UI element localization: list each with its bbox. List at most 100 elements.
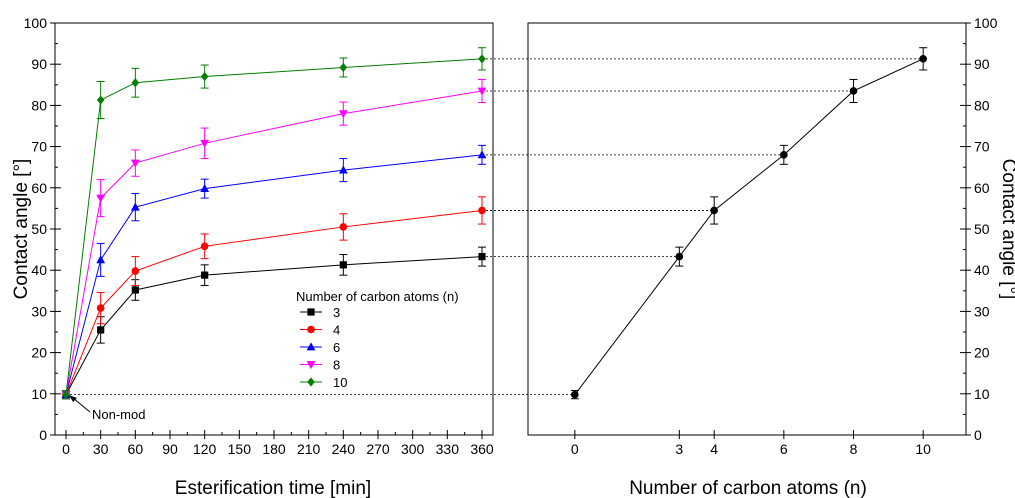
data-point <box>200 242 209 251</box>
legend-label-8: 8 <box>333 358 340 373</box>
series-line <box>65 256 483 395</box>
data-point <box>97 326 105 334</box>
left-y-tick-label: 30 <box>31 303 47 319</box>
series-6-carbon-atoms <box>61 144 487 400</box>
right-plot-frame <box>527 22 967 436</box>
right-x-tick-label: 4 <box>710 441 718 457</box>
annotation-arrow-head <box>69 395 77 402</box>
data-point <box>478 54 486 64</box>
data-point <box>338 165 348 174</box>
carbon-atoms-series-line <box>574 58 924 395</box>
left-chart-panel: 0 30 60 90 120 150 180 210 240 270 300 330 360010203… <box>11 15 494 498</box>
data-point <box>131 286 139 294</box>
data-point <box>339 223 348 231</box>
right-y-tick-label: 70 <box>974 139 990 155</box>
left-x-tick-label: 90 <box>162 441 178 457</box>
right-series-group <box>570 47 928 400</box>
legend-marker-3 <box>307 308 315 316</box>
legend-label-10: 10 <box>333 375 347 390</box>
right-y-tick-label: 100 <box>974 15 998 31</box>
series-line <box>65 209 483 395</box>
left-x-tick-label: 300 <box>401 441 425 457</box>
left-x-tick-label: 240 <box>332 441 356 457</box>
data-point <box>339 261 347 269</box>
left-x-tick-label: 60 <box>128 441 144 457</box>
non-mod-annotation: Non-mod <box>69 395 145 422</box>
data-point <box>201 271 209 279</box>
data-point <box>131 78 140 88</box>
data-point <box>130 159 140 168</box>
left-y-tick-label: 70 <box>31 139 47 155</box>
right-y-tick-label: 10 <box>974 386 990 402</box>
data-point <box>62 390 70 400</box>
legend: Number of carbon atoms (n) 3 4 6 8 10 <box>296 289 459 390</box>
dotted-connector-lines <box>66 58 924 396</box>
legend-marker-4 <box>307 325 315 334</box>
data-point <box>780 151 788 159</box>
series-line <box>65 154 483 395</box>
data-point <box>919 55 927 63</box>
left-x-tick-label: 120 <box>193 441 217 457</box>
right-x-tick-label: 6 <box>780 441 788 457</box>
data-point <box>200 184 210 193</box>
series-line <box>65 58 483 395</box>
series-10-carbon-atoms <box>62 47 486 400</box>
right-x-tick-label: 10 <box>915 441 931 457</box>
left-x-tick-label: 150 <box>228 441 252 457</box>
data-point <box>675 252 684 261</box>
legend-label-6: 6 <box>333 340 340 355</box>
left-y-tick-label: 40 <box>31 262 47 278</box>
left-x-tick-label: 360 <box>470 441 494 457</box>
right-y-tick-label: 50 <box>974 221 990 237</box>
right-x-tick-label: 3 <box>675 441 683 457</box>
annotation-arrow-shaft <box>72 397 91 413</box>
series-3-carbon-atoms <box>62 246 486 400</box>
right-y-tick-label: 40 <box>974 262 990 278</box>
data-point <box>200 71 209 82</box>
right-y-tick-label: 80 <box>974 97 990 113</box>
data-point <box>200 139 210 148</box>
right-y-tick-label: 90 <box>974 56 990 72</box>
right-x-tick-label: 8 <box>850 441 858 457</box>
series-8-carbon-atoms <box>61 78 487 400</box>
left-y-tick-label: 0 <box>39 427 47 443</box>
data-point <box>477 87 487 96</box>
left-x-tick-label: 210 <box>297 441 321 457</box>
legend-marker-6 <box>306 342 316 351</box>
left-x-tick-label: 0 <box>62 441 70 457</box>
legend-title: Number of carbon atoms (n) <box>296 289 459 304</box>
data-point <box>96 304 105 312</box>
data-point <box>710 206 718 215</box>
right-y-tick-label: 0 <box>974 427 982 443</box>
legend-label-4: 4 <box>333 323 340 338</box>
data-point <box>131 267 140 275</box>
right-y-axis-title: Contact angle [°] <box>998 159 1015 300</box>
series-line <box>65 90 483 395</box>
legend-label-3: 3 <box>333 305 340 320</box>
data-point <box>96 95 105 105</box>
left-y-axis-title: Contact angle [°] <box>11 159 32 300</box>
left-y-tick-label: 100 <box>24 15 48 31</box>
non-mod-label: Non-mod <box>92 407 145 422</box>
right-x-tick-label: 0 <box>571 441 579 457</box>
data-point <box>849 87 858 95</box>
data-point <box>478 206 486 215</box>
left-x-tick-label: 270 <box>366 441 390 457</box>
data-point <box>96 194 106 203</box>
data-point <box>96 255 106 264</box>
left-y-tick-label: 60 <box>31 180 47 196</box>
legend-marker-10 <box>307 377 315 387</box>
right-y-tick-label: 30 <box>974 303 990 319</box>
left-y-tick-label: 10 <box>31 386 47 402</box>
right-x-axis-title: Number of carbon atoms (n) <box>629 478 867 498</box>
data-point <box>477 150 487 159</box>
left-axis-ticks: 0 30 60 90 120 150 180 210 240 270 300 330 360010203… <box>24 15 494 457</box>
left-y-tick-label: 20 <box>31 345 47 361</box>
data-point <box>478 253 486 261</box>
left-x-tick-label: 330 <box>436 441 460 457</box>
data-point <box>130 202 140 211</box>
right-y-tick-label: 60 <box>974 180 990 196</box>
left-series-group <box>61 47 487 400</box>
left-x-axis-title: Esterification time [min] <box>175 478 371 498</box>
